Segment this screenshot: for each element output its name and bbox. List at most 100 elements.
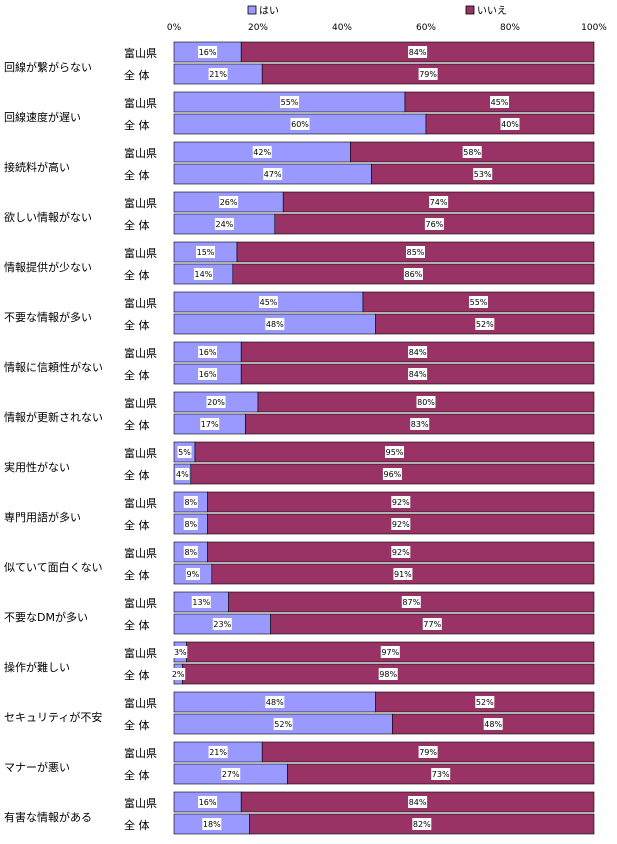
data-label-no: 92% [392, 520, 410, 529]
data-label-no: 79% [419, 70, 437, 79]
data-label-yes: 60% [291, 120, 309, 129]
data-label-bg-no [431, 768, 451, 780]
data-label-no: 86% [405, 270, 423, 279]
data-label-no: 80% [417, 398, 435, 407]
data-label-yes: 21% [209, 70, 227, 79]
data-label-bg-no [401, 596, 421, 608]
data-label-bg-yes [202, 818, 222, 830]
category-group: 不要な情報が多い 富山県 45% 55% 全 体 48% 52% [4, 291, 595, 335]
data-label-bg-yes [221, 768, 241, 780]
category-label: 実用性がない [4, 460, 70, 474]
category-label: 不要なDMが多い [4, 610, 88, 624]
data-label-bg-yes [198, 346, 218, 358]
x-tick-label: 0% [167, 23, 182, 33]
data-label-no: 52% [476, 320, 494, 329]
data-label-no: 76% [426, 220, 444, 229]
data-label-yes: 23% [213, 620, 231, 629]
group-label: 全 体 [124, 168, 150, 182]
data-label-bg-yes [183, 546, 198, 558]
data-label-no: 58% [463, 148, 481, 157]
legend-label-yes: はい [259, 5, 279, 17]
data-label-no: 92% [392, 498, 410, 507]
data-label-bg-yes [206, 396, 226, 408]
data-label-yes: 8% [184, 548, 197, 557]
data-label-yes: 16% [199, 48, 217, 57]
group-label: 全 体 [124, 518, 150, 532]
group-label: 全 体 [124, 368, 150, 382]
data-label-bg-no [380, 646, 400, 658]
category-group: 専門用語が多い 富山県 8% 92% 全 体 8% 92% [4, 491, 595, 535]
data-label-yes: 24% [216, 220, 234, 229]
data-label-no: 52% [476, 698, 494, 707]
x-tick-label: 60% [416, 23, 436, 33]
category-label: 不要な情報が多い [4, 310, 92, 324]
data-label-bg-no [469, 296, 488, 308]
data-label-no: 48% [484, 720, 502, 729]
data-label-no: 84% [409, 370, 427, 379]
category-group: 欲しい情報がない 富山県 26% 74% 全 体 24% 76% [4, 191, 595, 235]
data-label-bg-yes [198, 46, 218, 58]
data-label-bg-yes [173, 646, 188, 658]
x-tick-label: 20% [248, 23, 268, 33]
data-label-bg-yes [273, 718, 293, 730]
group-label: 富山県 [124, 646, 157, 660]
data-label-yes: 9% [187, 570, 200, 579]
group-label: 富山県 [124, 496, 157, 510]
group-label: 全 体 [124, 318, 150, 332]
category-label: 情報が更新されない [4, 410, 103, 424]
group-label: 富山県 [124, 296, 157, 310]
data-label-no: 87% [402, 598, 420, 607]
data-label-no: 95% [386, 448, 404, 457]
category-group: 似ていて面白くない 富山県 8% 92% 全 体 9% 91% [4, 541, 595, 585]
data-label-bg-no [393, 568, 413, 580]
category-group: 接続料が高い 富山県 42% 58% 全 体 47% 53% [4, 141, 595, 185]
data-label-yes: 52% [274, 720, 292, 729]
data-label-bg-no [391, 496, 411, 508]
data-label-yes: 20% [207, 398, 225, 407]
data-label-bg-yes [265, 318, 285, 330]
data-label-bg-yes [290, 118, 310, 130]
data-label-no: 92% [392, 548, 410, 557]
data-label-yes: 14% [195, 270, 213, 279]
data-label-no: 77% [423, 620, 441, 629]
data-label-bg-yes [198, 796, 218, 808]
group-label: 富山県 [124, 46, 157, 60]
data-label-yes: 48% [266, 698, 284, 707]
category-label: 回線速度が遅い [4, 110, 81, 124]
category-label: 回線が繋がらない [4, 60, 92, 74]
data-label-yes: 8% [184, 498, 197, 507]
data-label-bg-yes [175, 468, 190, 480]
data-label-bg-no [422, 618, 442, 630]
data-label-bg-no [416, 396, 436, 408]
legend-swatch-no [465, 5, 475, 15]
data-label-bg-no [475, 318, 495, 330]
group-label: 富山県 [124, 96, 157, 110]
data-label-no: 84% [409, 48, 427, 57]
data-label-bg-yes [193, 268, 213, 280]
group-label: 全 体 [124, 118, 150, 132]
data-label-bg-yes [263, 168, 283, 180]
data-label-bg-no [391, 546, 411, 558]
data-label-yes: 48% [266, 320, 284, 329]
category-group: 有害な情報がある 富山県 16% 84% 全 体 18% 82% [4, 791, 595, 835]
group-label: 全 体 [124, 768, 150, 782]
data-label-bg-no [410, 418, 430, 430]
category-group: 不要なDMが多い 富山県 13% 87% 全 体 23% 77% [4, 591, 595, 635]
data-label-yes: 16% [199, 798, 217, 807]
category-group: セキュリティが不安 富山県 48% 52% 全 体 52% 48% [4, 691, 595, 735]
data-label-yes: 45% [260, 298, 278, 307]
x-tick-label: 100% [581, 23, 607, 33]
data-label-yes: 16% [199, 348, 217, 357]
data-label-bg-no [391, 518, 411, 530]
group-label: 富山県 [124, 396, 157, 410]
group-label: 全 体 [124, 268, 150, 282]
category-group: 実用性がない 富山県 5% 95% 全 体 4% 96% [4, 441, 595, 485]
data-label-no: 45% [491, 98, 509, 107]
data-label-bg-yes [183, 518, 198, 530]
group-label: 富山県 [124, 246, 157, 260]
data-label-bg-yes [208, 746, 228, 758]
data-label-yes: 4% [176, 470, 189, 479]
data-label-no: 73% [432, 770, 450, 779]
group-label: 富山県 [124, 346, 157, 360]
